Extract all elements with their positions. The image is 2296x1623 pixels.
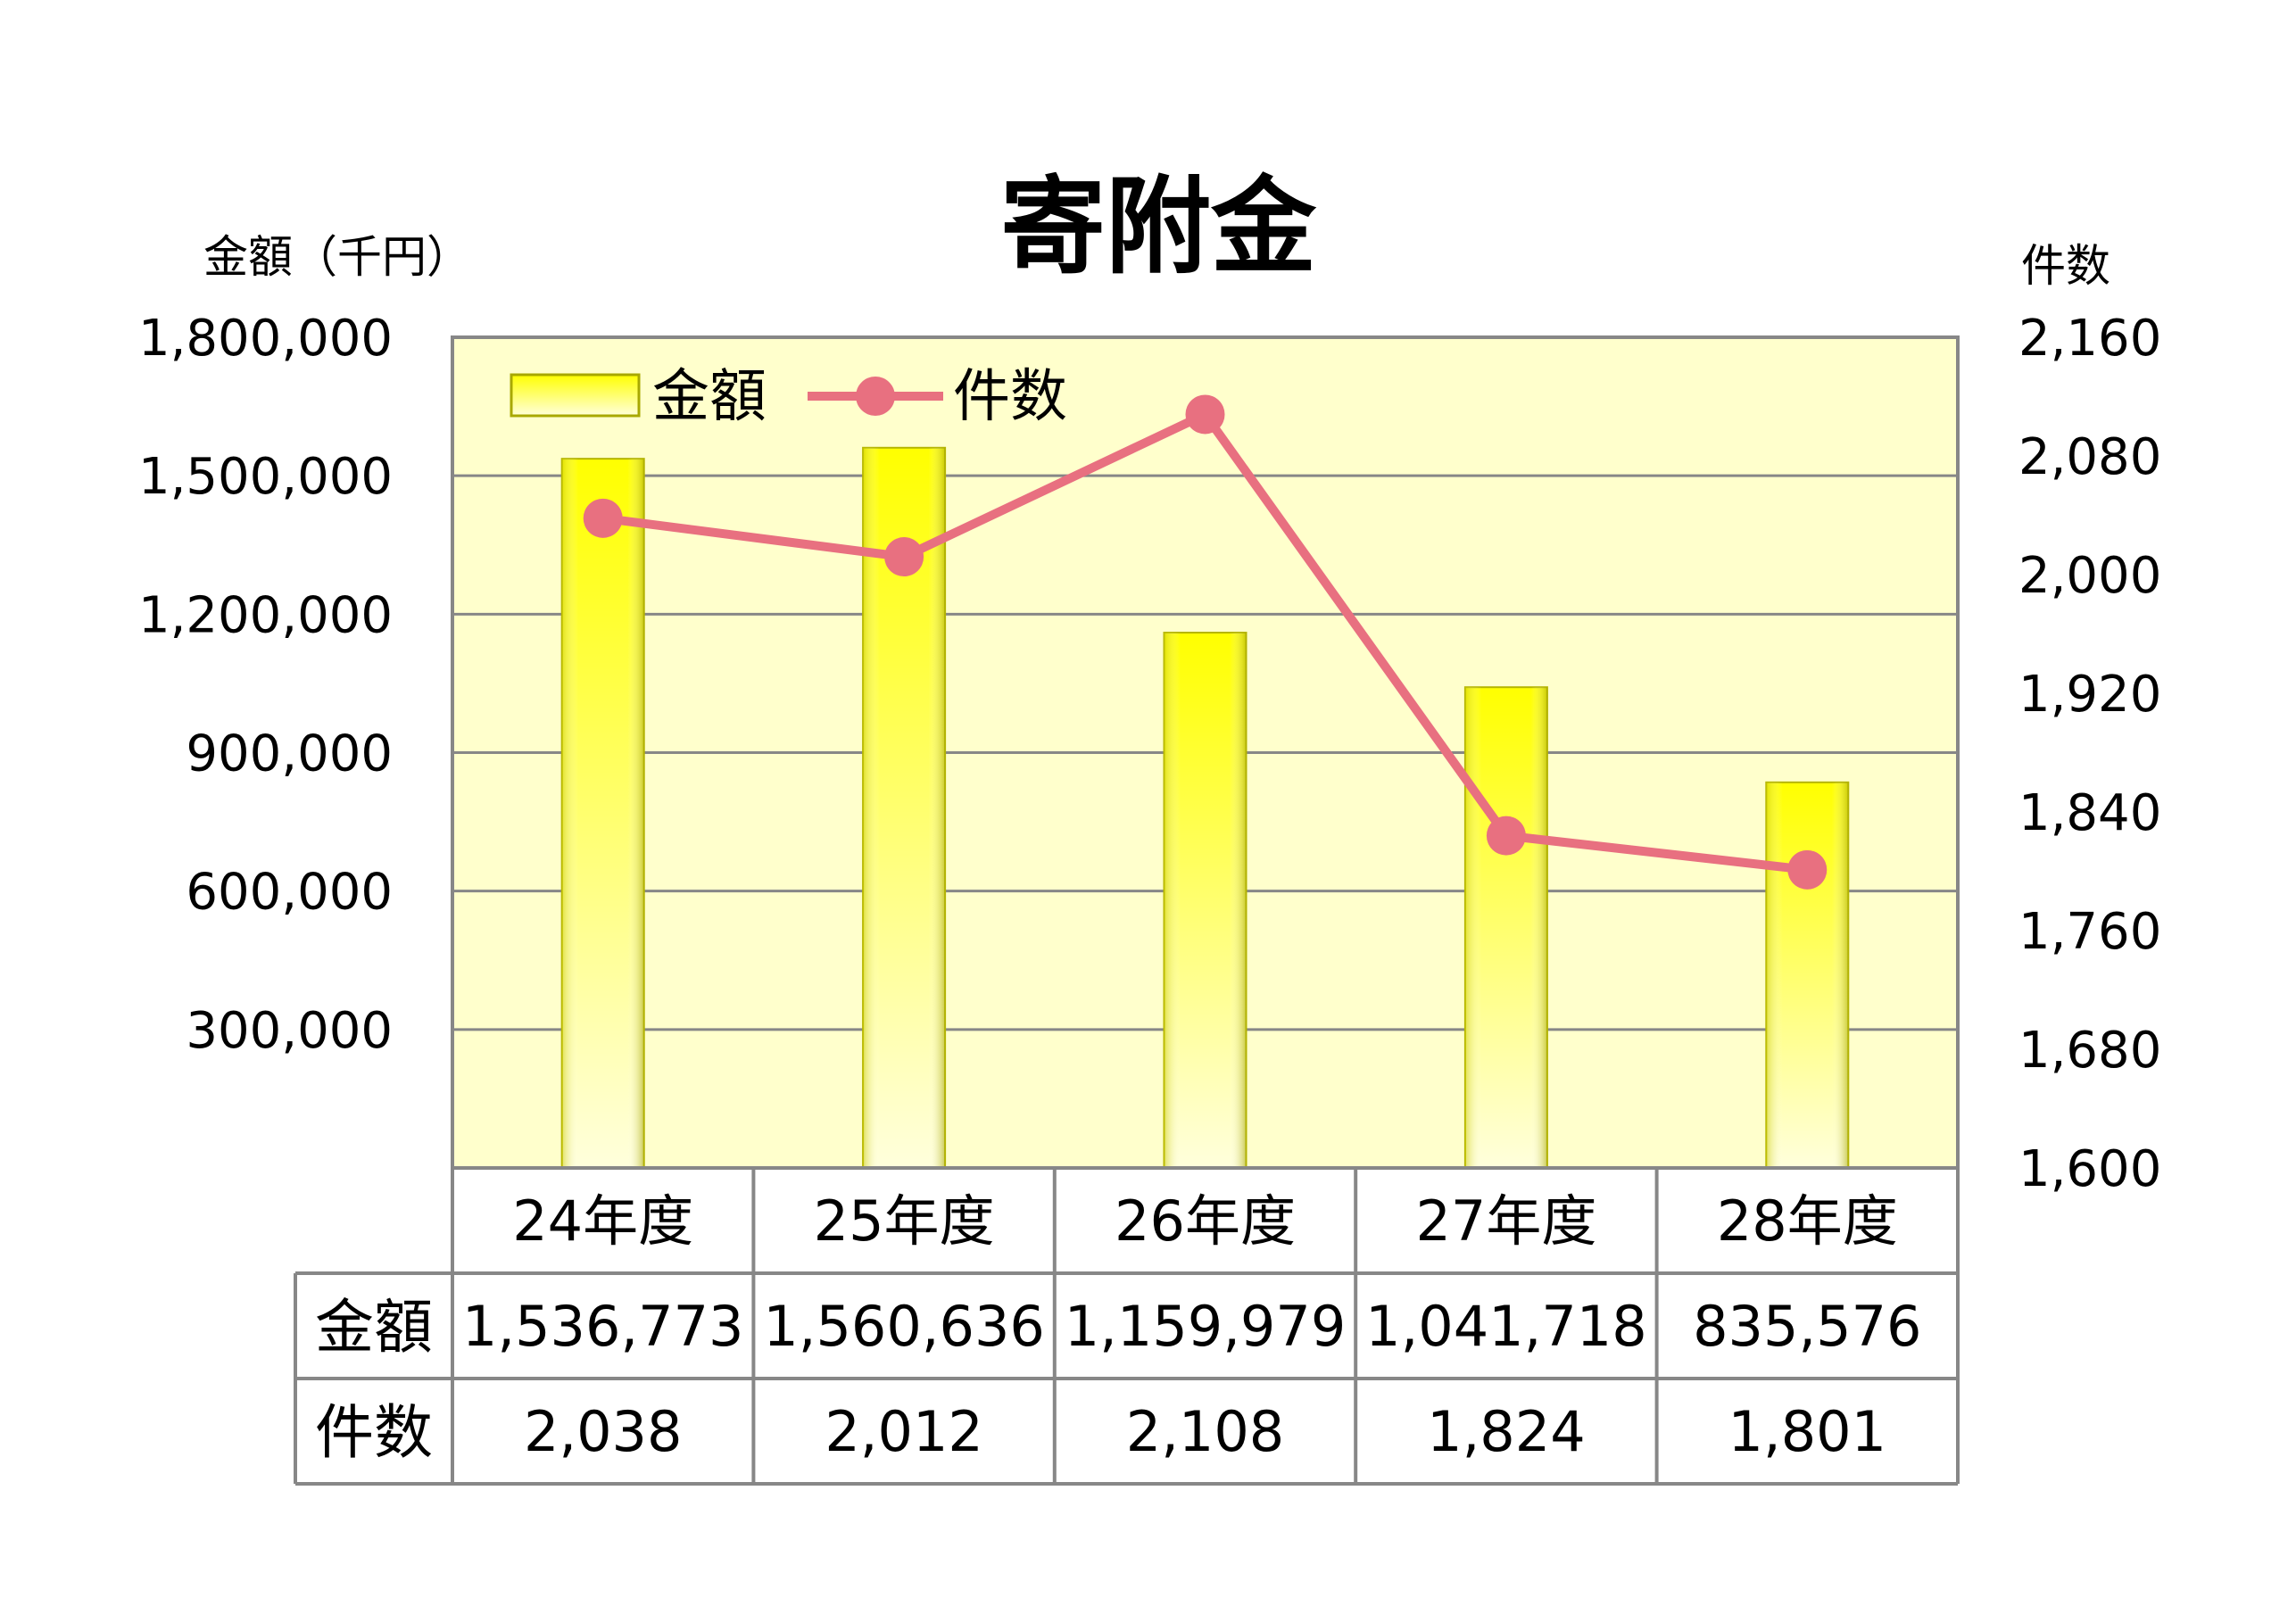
category-label: 26年度 <box>1115 1188 1296 1254</box>
legend-bar-label: 金額 <box>652 364 767 430</box>
table-cell: 1,159,979 <box>1065 1294 1347 1359</box>
right-tick-label: 2,000 <box>2018 547 2161 605</box>
category-label: 27年度 <box>1415 1188 1596 1254</box>
left-axis-label: 金額（千円） <box>203 231 471 283</box>
right-tick-label: 1,840 <box>2018 784 2161 842</box>
bar-shade <box>561 459 644 1168</box>
left-tick-label: 600,000 <box>186 864 393 922</box>
legend-bar-swatch <box>510 373 641 418</box>
bar-shade <box>1464 687 1547 1168</box>
table-cell: 2,108 <box>1126 1399 1285 1464</box>
category-label: 28年度 <box>1717 1188 1898 1254</box>
legend-line-marker <box>856 377 895 416</box>
category-label: 24年度 <box>512 1188 693 1254</box>
count-point <box>1486 816 1526 856</box>
left-tick-label: 1,500,000 <box>138 448 393 506</box>
right-tick-label: 2,160 <box>2018 310 2161 368</box>
left-tick-label: 1,800,000 <box>138 310 393 368</box>
bar <box>1463 686 1548 1169</box>
table-cell: 1,041,718 <box>1365 1294 1647 1359</box>
legend: 金額 件数 <box>510 364 1067 430</box>
bar <box>560 458 645 1169</box>
table-cell: 1,801 <box>1728 1399 1887 1464</box>
count-point <box>1185 394 1225 435</box>
right-axis-label: 件数 <box>2021 240 2110 292</box>
left-tick-label: 300,000 <box>186 1002 393 1060</box>
count-point <box>884 537 924 577</box>
count-point <box>1787 849 1828 890</box>
legend-line-label: 件数 <box>953 364 1067 430</box>
right-tick-label: 2,080 <box>2018 428 2161 486</box>
table-cell: 1,824 <box>1427 1399 1586 1464</box>
table-cell: 1,536,773 <box>462 1294 744 1359</box>
bar-shade <box>1766 782 1849 1168</box>
left-tick-label: 900,000 <box>186 725 393 783</box>
table-cell: 2,012 <box>825 1399 983 1464</box>
table-cell: 835,576 <box>1693 1294 1921 1359</box>
table-cell: 1,560,636 <box>763 1294 1045 1359</box>
right-tick-label: 1,600 <box>2018 1140 2161 1198</box>
category-label: 25年度 <box>814 1188 995 1254</box>
table-cell: 2,038 <box>524 1399 683 1464</box>
bar-shade <box>1164 633 1247 1168</box>
right-tick-label: 1,920 <box>2018 666 2161 724</box>
table-row-header: 件数 <box>315 1398 433 1467</box>
chart-title: 寄附金 <box>1000 165 1317 288</box>
table-row-header: 金額 <box>315 1293 433 1362</box>
right-tick-label: 1,680 <box>2018 1022 2161 1080</box>
right-tick-label: 1,760 <box>2018 903 2161 961</box>
left-tick-label: 1,200,000 <box>138 586 393 644</box>
bar <box>1765 781 1850 1169</box>
count-point <box>583 498 623 538</box>
bar <box>1163 632 1247 1169</box>
